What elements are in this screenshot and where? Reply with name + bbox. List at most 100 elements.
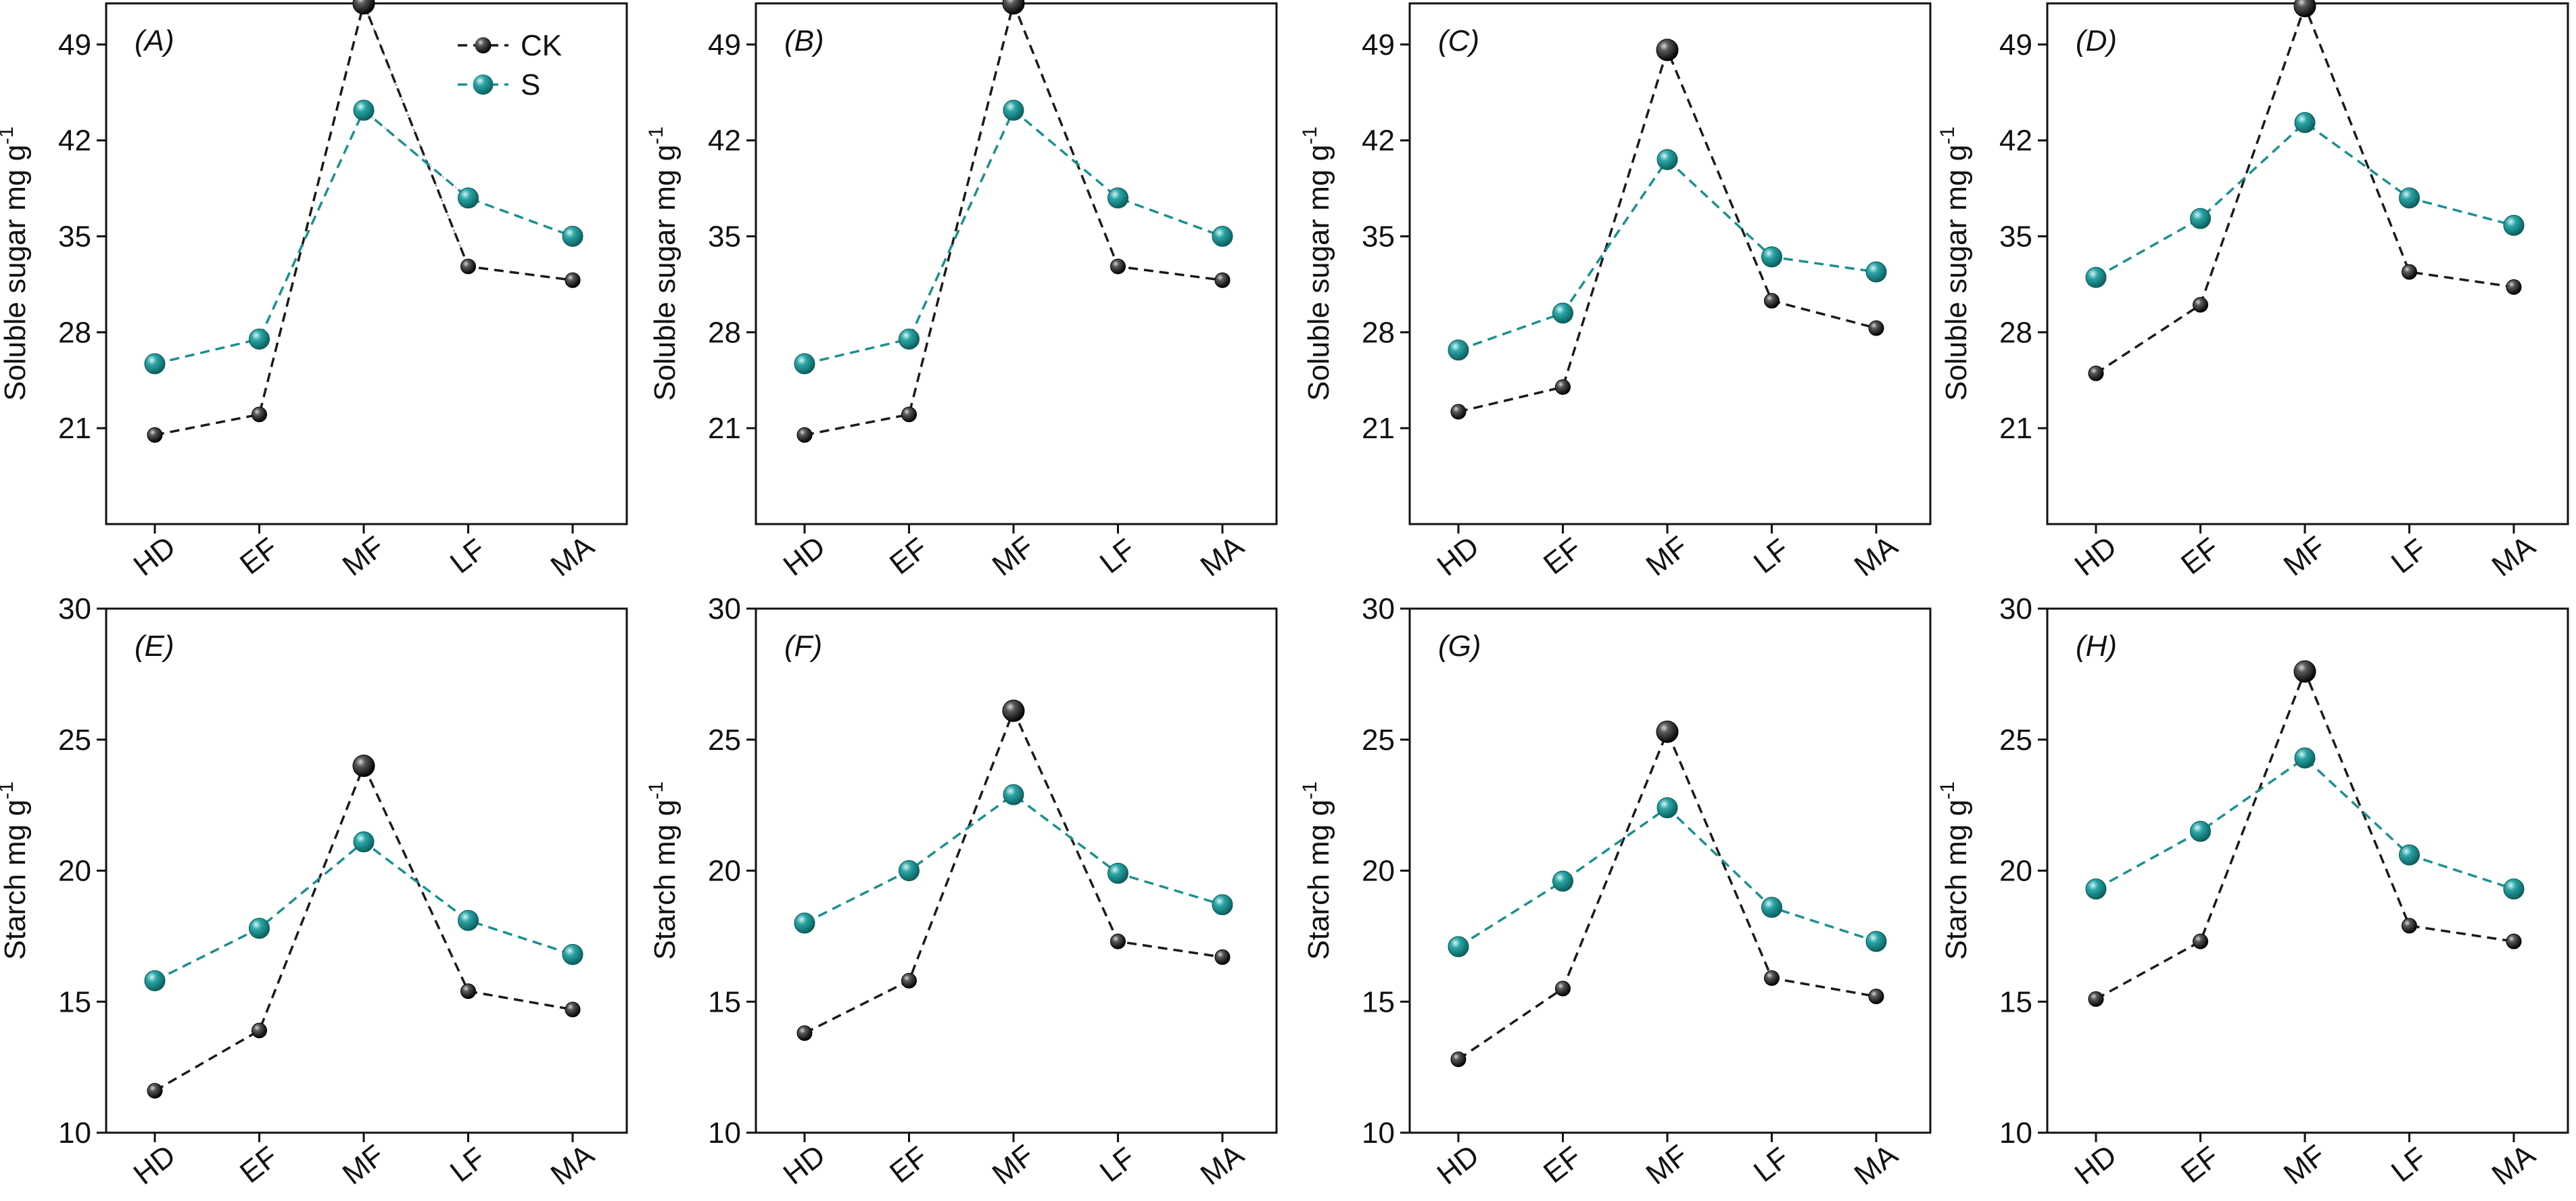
data-point-s bbox=[1448, 339, 1469, 361]
data-point-s bbox=[144, 353, 166, 375]
data-point-ck bbox=[2088, 365, 2104, 381]
y-tick-label: 42 bbox=[58, 124, 91, 158]
axis-frame bbox=[105, 607, 628, 1134]
data-point-ck bbox=[1764, 970, 1780, 986]
y-tick-label: 28 bbox=[1999, 316, 2032, 349]
data-point-ck bbox=[460, 258, 476, 275]
data-point-ck bbox=[2402, 918, 2417, 934]
data-point-ck bbox=[1002, 0, 1025, 15]
data-point-ck bbox=[252, 406, 267, 423]
data-point-ck bbox=[1110, 258, 1126, 275]
data-point-s bbox=[2190, 208, 2211, 229]
data-point-s bbox=[1656, 149, 1678, 170]
x-tick-label: MA bbox=[2486, 529, 2542, 584]
y-tick-label: 25 bbox=[1999, 724, 2032, 757]
data-point-s bbox=[2503, 214, 2525, 236]
y-axis-label-sup: -1 bbox=[0, 782, 18, 800]
data-point-s bbox=[458, 187, 479, 209]
y-tick-label: 10 bbox=[708, 1116, 741, 1150]
x-tick-label: MF bbox=[986, 530, 1041, 583]
data-point-ck bbox=[2293, 0, 2316, 18]
data-point-s bbox=[2190, 820, 2211, 842]
y-tick-label: 21 bbox=[1362, 412, 1395, 445]
x-tick-label: LF bbox=[1094, 532, 1142, 580]
axis-frame bbox=[755, 2, 1278, 525]
y-axis-label-sup: -1 bbox=[645, 782, 667, 800]
y-axis-label-text: Soluble sugar mg g bbox=[1302, 145, 1335, 401]
y-tick-label: 21 bbox=[708, 412, 741, 445]
x-tick-label: MF bbox=[1640, 530, 1694, 583]
x-tick-label: EF bbox=[884, 532, 934, 581]
y-tick-label: 30 bbox=[1362, 592, 1395, 626]
data-point-s bbox=[1552, 302, 1573, 324]
data-point-s bbox=[2085, 266, 2107, 288]
y-axis-label-text: Starch mg g bbox=[0, 799, 32, 960]
data-point-ck bbox=[2402, 264, 2417, 280]
y-tick-label: 15 bbox=[1362, 985, 1395, 1018]
y-tick-label: 25 bbox=[1362, 724, 1395, 757]
axis-frame bbox=[2046, 607, 2569, 1134]
x-tick-label: MA bbox=[1195, 1138, 1251, 1192]
data-point-s bbox=[899, 860, 920, 881]
data-point-s bbox=[794, 912, 815, 934]
y-tick-label: 15 bbox=[1999, 985, 2032, 1018]
y-tick-label: 28 bbox=[708, 316, 741, 349]
x-tick-label: EF bbox=[2175, 532, 2225, 581]
x-tick-label: HD bbox=[2069, 530, 2123, 583]
x-tick-label: LF bbox=[1748, 532, 1796, 580]
y-tick-label: 20 bbox=[1362, 855, 1395, 888]
y-axis-label-text: Starch mg g bbox=[1940, 799, 1973, 960]
data-point-ck bbox=[1656, 39, 1679, 62]
x-tick-label: EF bbox=[1537, 532, 1588, 581]
series-line-ck bbox=[1458, 728, 1877, 1060]
x-tick-label: MF bbox=[986, 1139, 1041, 1192]
y-tick-label: 42 bbox=[1999, 124, 2032, 158]
x-tick-label: MF bbox=[2278, 1139, 2332, 1192]
legend-marker-ck bbox=[475, 37, 492, 53]
series-line-s bbox=[1458, 806, 1877, 948]
y-axis-label: Soluble sugar mg g-1 bbox=[1936, 126, 1973, 401]
x-tick-label: EF bbox=[234, 1140, 284, 1190]
y-tick-label: 21 bbox=[1999, 412, 2032, 445]
y-axis-label-text: Soluble sugar mg g bbox=[1940, 145, 1973, 401]
data-point-ck bbox=[1214, 949, 1231, 965]
y-tick-label: 25 bbox=[708, 724, 741, 757]
y-tick-label: 42 bbox=[1362, 124, 1395, 158]
series-line-s bbox=[1458, 158, 1877, 352]
data-point-s bbox=[1003, 784, 1024, 805]
axis-frame bbox=[1408, 2, 1932, 525]
data-point-ck bbox=[796, 427, 813, 443]
series-line-ck bbox=[2095, 668, 2514, 1000]
y-axis-label: Starch mg g-1 bbox=[1936, 782, 1973, 960]
panel-c: 21 28 35 42 49 HD EF MF LF MA Soluble sugar mg g-1… bbox=[1299, 2, 1932, 584]
data-point-s bbox=[1656, 797, 1678, 818]
data-point-ck bbox=[565, 1002, 581, 1018]
data-point-s bbox=[2399, 187, 2420, 209]
x-tick-label: MA bbox=[2486, 1138, 2542, 1192]
data-point-s bbox=[1865, 931, 1887, 952]
panel-label: (A) bbox=[135, 24, 174, 57]
series-line-s bbox=[2095, 121, 2514, 279]
y-axis-label-sup: -1 bbox=[0, 126, 18, 145]
x-tick-label: MA bbox=[1848, 529, 1905, 584]
y-axis-label-text: Soluble sugar mg g bbox=[0, 145, 32, 401]
panel-label: (B) bbox=[784, 24, 824, 57]
series-line-ck bbox=[1458, 46, 1877, 413]
data-point-ck bbox=[796, 1025, 813, 1041]
y-tick-label: 20 bbox=[708, 855, 741, 888]
legend-label-s: S bbox=[521, 68, 540, 101]
x-tick-label: LF bbox=[1094, 1141, 1142, 1188]
y-tick-label: 35 bbox=[1362, 220, 1395, 253]
y-tick-label: 15 bbox=[708, 985, 741, 1018]
panel-h: 10 15 20 25 30 HD EF MF LF MA Starch mg g-1 (H) bbox=[1936, 592, 2569, 1192]
data-point-ck bbox=[2293, 660, 2316, 683]
x-tick-label: LF bbox=[444, 532, 492, 580]
x-tick-label: MF bbox=[2278, 530, 2332, 583]
data-point-s bbox=[2294, 112, 2316, 133]
data-point-s bbox=[249, 918, 270, 939]
y-axis-label-sup: -1 bbox=[1299, 126, 1321, 145]
data-point-s bbox=[562, 225, 583, 247]
y-axis-label-sup: -1 bbox=[645, 126, 667, 145]
y-axis-label: Soluble sugar mg g-1 bbox=[0, 126, 32, 401]
